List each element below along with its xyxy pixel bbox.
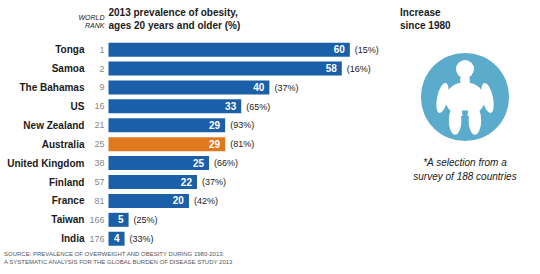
html-text:SOURCE: PREVALENCE OF OVERWEIG: SOURCE: PREVALENCE OF OVERWEIGHT AND OBE… xyxy=(4,251,233,265)
html-text:Increase since 1980: Increase since 1980 xyxy=(400,7,451,31)
svg-text:81: 81 xyxy=(94,196,104,206)
svg-text:(93%): (93%) xyxy=(230,120,254,130)
svg-text:58: 58 xyxy=(326,63,338,74)
svg-text:9: 9 xyxy=(99,82,104,92)
svg-text:21: 21 xyxy=(94,120,104,130)
html-text:WORLD RANK: WORLD RANK xyxy=(78,14,105,30)
svg-text:India: India xyxy=(61,233,85,244)
svg-text:(37%): (37%) xyxy=(274,83,298,93)
svg-text:4: 4 xyxy=(114,233,120,244)
svg-text:US: US xyxy=(71,101,85,112)
svg-text:20: 20 xyxy=(173,195,185,206)
svg-text:Australia: Australia xyxy=(42,139,85,150)
svg-text:Finland: Finland xyxy=(49,177,85,188)
svg-text:38: 38 xyxy=(94,158,104,168)
svg-text:5: 5 xyxy=(118,214,124,225)
svg-text:(81%): (81%) xyxy=(230,139,254,149)
svg-text:57: 57 xyxy=(94,177,104,187)
svg-text:United Kingdom: United Kingdom xyxy=(8,158,85,169)
svg-text:1: 1 xyxy=(99,45,104,55)
svg-text:176: 176 xyxy=(89,234,104,244)
svg-text:(65%): (65%) xyxy=(246,102,270,112)
svg-text:29: 29 xyxy=(209,139,221,150)
svg-text:(15%): (15%) xyxy=(355,45,379,55)
svg-text:Samoa: Samoa xyxy=(52,63,85,74)
svg-text:25: 25 xyxy=(94,139,104,149)
svg-text:(16%): (16%) xyxy=(347,64,371,74)
html-text:*A selection from a survey of: *A selection from a survey of 188 countr… xyxy=(413,157,517,182)
svg-text:(33%): (33%) xyxy=(130,234,154,244)
svg-text:(25%): (25%) xyxy=(134,215,158,225)
svg-text:Tonga: Tonga xyxy=(55,44,85,55)
svg-text:France: France xyxy=(52,195,85,206)
svg-text:New Zealand: New Zealand xyxy=(23,120,84,131)
svg-text:29: 29 xyxy=(209,120,221,131)
svg-text:33: 33 xyxy=(225,101,237,112)
svg-text:166: 166 xyxy=(89,215,104,225)
svg-text:16: 16 xyxy=(94,101,104,111)
svg-text:25: 25 xyxy=(193,158,205,169)
svg-text:2: 2 xyxy=(99,64,104,74)
svg-text:40: 40 xyxy=(253,82,265,93)
html-text:2013 prevalence of obesity, ag: 2013 prevalence of obesity, ages 20 year… xyxy=(108,7,241,31)
svg-text:(37%): (37%) xyxy=(202,177,226,187)
svg-text:(42%): (42%) xyxy=(194,196,218,206)
svg-text:Taiwan: Taiwan xyxy=(51,214,84,225)
svg-text:60: 60 xyxy=(334,44,346,55)
svg-text:22: 22 xyxy=(181,177,193,188)
svg-text:The Bahamas: The Bahamas xyxy=(19,82,84,93)
svg-text:(66%): (66%) xyxy=(214,158,238,168)
